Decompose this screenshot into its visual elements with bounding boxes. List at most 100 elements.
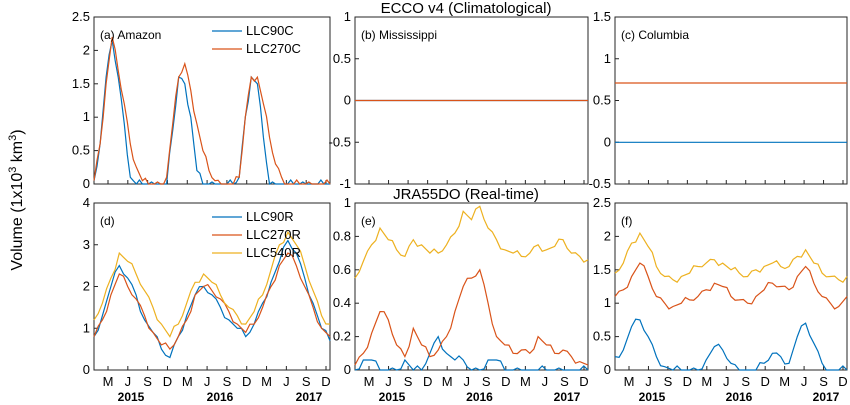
y-tick-label: 2	[83, 279, 90, 294]
year-label: 2015	[118, 390, 145, 404]
series-line-llc540r	[93, 230, 331, 338]
panel-label: (c) Columbia	[621, 28, 689, 42]
x-tick-label: D	[838, 374, 847, 389]
panel-2: -1 -0.5 0 0.5 1 (b) Mississippi	[329, 9, 589, 191]
y-tick-label: -1	[339, 176, 351, 191]
x-tick-label: M	[520, 374, 531, 389]
y-tick-label: 2	[604, 228, 611, 243]
x-tick-label: S	[560, 374, 569, 389]
x-tick-label: J	[801, 374, 808, 389]
series-line-llc540r	[614, 231, 848, 283]
legend-entry: LLC270C	[246, 41, 301, 56]
y-tick-label: 0	[83, 362, 90, 377]
year-label: 2015	[379, 390, 406, 404]
y-tick-label: 0	[344, 362, 351, 377]
x-tick-label: M	[364, 374, 375, 389]
y-tick-label: 1	[83, 109, 90, 124]
panel-label: (a) Amazon	[100, 28, 161, 42]
series-line-llc90r	[614, 318, 848, 371]
y-tick-label: 1	[604, 295, 611, 310]
y-tick-label: 1	[344, 195, 351, 210]
row-title-realtime: JRA55DO (Real-time)	[393, 186, 539, 203]
x-tick-label: M	[182, 374, 193, 389]
year-label: 2016	[207, 390, 234, 404]
legend-entry: LLC90C	[246, 23, 294, 38]
panel-label: (d)	[100, 214, 115, 228]
x-tick-label: S	[482, 374, 491, 389]
year-label: 2016	[726, 390, 753, 404]
axes-box	[93, 16, 331, 185]
x-tick-label: S	[143, 374, 152, 389]
panel-label: (b) Mississippi	[361, 28, 437, 42]
y-tick-label: 1.5	[593, 9, 611, 24]
y-tick-label: 0.5	[593, 329, 611, 344]
x-tick-label: D	[163, 374, 172, 389]
legend-entry: LLC90R	[246, 209, 294, 224]
year-label: 2016	[466, 390, 493, 404]
x-tick-label: J	[645, 374, 652, 389]
series-line-llc270r	[614, 262, 848, 310]
y-tick-label: 0	[344, 93, 351, 108]
x-tick-label: D	[683, 374, 692, 389]
x-tick-label: D	[579, 374, 588, 389]
panel-label: (e)	[361, 214, 376, 228]
series-line-llc90c	[93, 40, 330, 186]
y-axis-label: Volume (1x103 km3)	[7, 129, 26, 270]
x-tick-label: D	[501, 374, 510, 389]
series-line-llc90r	[354, 335, 589, 371]
x-tick-label: S	[302, 374, 311, 389]
y-tick-label: 2	[83, 42, 90, 57]
series-line-llc90r	[93, 239, 331, 359]
x-tick-label: J	[283, 374, 290, 389]
panel-1: 0 0.5 1 1.5 2 2.5 (a) Amazon LLC90C LLC270C	[72, 9, 331, 191]
x-tick-label: J	[204, 374, 211, 389]
legend-entry: LLC270R	[246, 227, 301, 242]
y-tick-label: 0.8	[333, 228, 351, 243]
x-tick-label: J	[723, 374, 730, 389]
year-label: 2017	[296, 390, 323, 404]
y-tick-label: -0.5	[589, 176, 611, 191]
x-tick-label: S	[223, 374, 232, 389]
x-tick-label: M	[701, 374, 712, 389]
series-line-llc270r	[93, 252, 331, 351]
x-tick-label: S	[819, 374, 828, 389]
panel-label: (f)	[621, 214, 632, 228]
y-tick-label: 0.5	[72, 143, 90, 158]
year-label: 2017	[813, 390, 840, 404]
year-label: 2015	[639, 390, 666, 404]
x-tick-label: J	[463, 374, 470, 389]
y-tick-label: 0	[83, 176, 90, 191]
y-tick-label: 0.5	[593, 93, 611, 108]
y-tick-label: 0	[604, 362, 611, 377]
panel-3: -0.5 0 0.5 1 1.5 (c) Columbia	[589, 9, 848, 191]
x-tick-label: D	[423, 374, 432, 389]
x-tick-label: S	[741, 374, 750, 389]
y-tick-label: 4	[83, 195, 90, 210]
x-tick-label: J	[542, 374, 549, 389]
y-tick-label: 0.6	[333, 262, 351, 277]
legend-entry: LLC540R	[246, 245, 301, 260]
x-tick-label: J	[125, 374, 132, 389]
x-tick-label: M	[624, 374, 635, 389]
y-tick-label: 0	[604, 134, 611, 149]
y-tick-label: 1.5	[72, 76, 90, 91]
series-line-llc270r	[354, 268, 589, 366]
x-tick-label: M	[442, 374, 453, 389]
x-tick-label: M	[779, 374, 790, 389]
y-tick-label: 1	[344, 9, 351, 24]
x-tick-label: S	[664, 374, 673, 389]
y-tick-label: -0.5	[329, 134, 351, 149]
series-line-llc540r	[354, 205, 589, 279]
axes-box	[614, 202, 848, 371]
y-tick-label: 1	[83, 320, 90, 335]
axes-box	[614, 16, 848, 185]
x-tick-label: D	[760, 374, 769, 389]
y-tick-label: 2.5	[72, 9, 90, 24]
axes-box	[354, 202, 589, 371]
y-tick-label: 0.4	[333, 295, 351, 310]
y-tick-label: 1.5	[593, 262, 611, 277]
